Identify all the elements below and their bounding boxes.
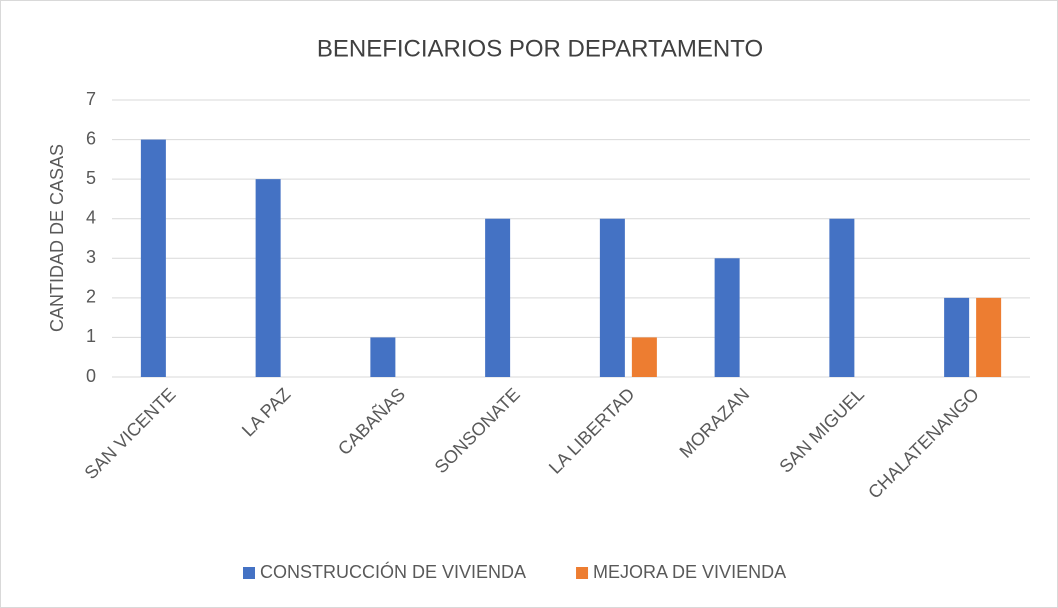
y-tick-label: 6 [86,128,96,148]
y-tick-label: 0 [86,366,96,386]
chart-title: BENEFICIARIOS POR DEPARTAMENTO [317,35,763,62]
bar [140,139,166,377]
y-axis-label: CANTIDAD DE CASAS [47,144,67,332]
bar [714,258,740,377]
bar [944,297,970,377]
y-tick-label: 4 [86,207,96,227]
bar [829,218,855,377]
legend-label: CONSTRUCCIÓN DE VIVIENDA [260,561,526,582]
bar [485,218,511,377]
y-tick-label: 7 [86,89,96,109]
bar [255,179,281,377]
y-tick-label: 3 [86,247,96,267]
y-tick-label: 5 [86,168,96,188]
bar [599,218,625,377]
y-tick-label: 1 [86,326,96,346]
legend-swatch [576,567,589,579]
legend-label: MEJORA DE VIVIENDA [593,562,786,582]
bar [976,297,1002,377]
legend-swatch [243,567,255,579]
y-tick-label: 2 [86,287,96,307]
bar [631,337,657,377]
bar [370,337,396,377]
